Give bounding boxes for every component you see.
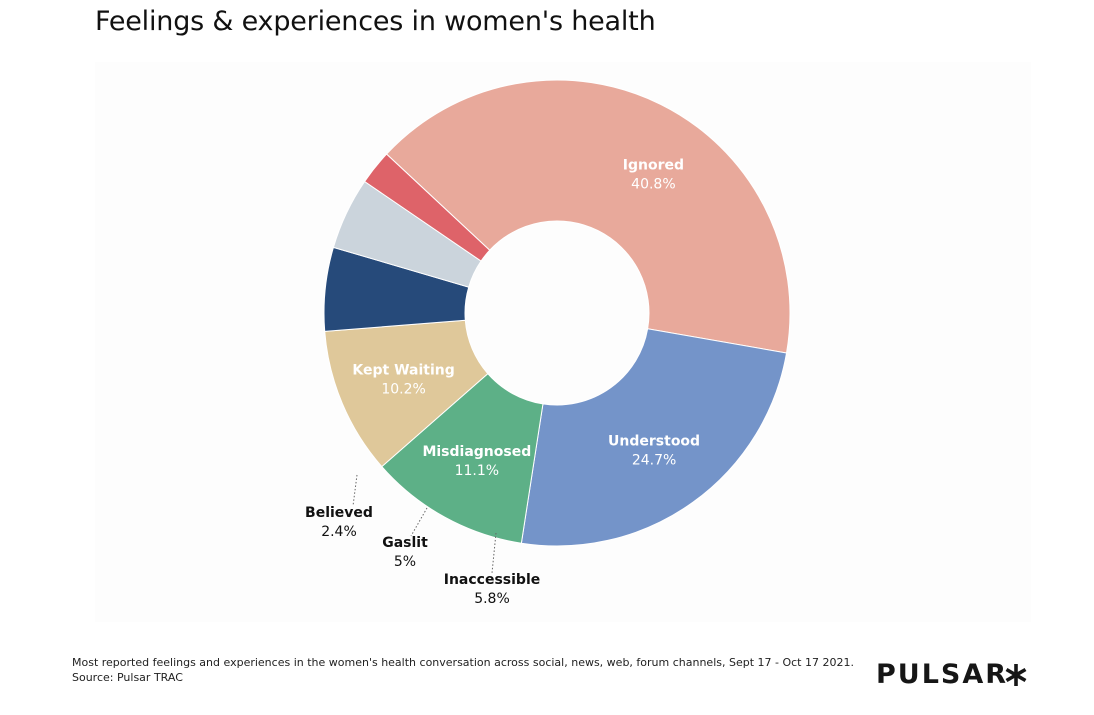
slice-value-misdiagnosed: 11.1% — [455, 463, 499, 479]
slice-value-understood: 24.7% — [632, 452, 676, 468]
slice-label-understood: Understood — [608, 433, 700, 449]
donut-slices — [323, 79, 791, 547]
slice-label-misdiagnosed: Misdiagnosed — [422, 444, 531, 460]
brand-logo-text: PULSAR — [876, 659, 1009, 690]
slice-ignored — [385, 79, 791, 354]
asterisk-icon — [1005, 664, 1027, 686]
slice-label-ignored: Ignored — [623, 157, 684, 173]
slice-label-inaccessible: Inaccessible — [444, 572, 541, 588]
slice-labels: Ignored 40.8% Understood 24.7% Misdiagnosed 1… — [305, 157, 700, 607]
slice-value-gaslit: 5% — [394, 554, 416, 570]
leader-line-inaccessible — [491, 532, 497, 574]
slice-understood — [520, 328, 788, 547]
slice-value-kept-waiting: 10.2% — [381, 382, 425, 398]
slice-label-believed: Believed — [305, 505, 373, 521]
slice-value-ignored: 40.8% — [631, 176, 675, 192]
leader-line-believed — [352, 474, 358, 507]
slice-value-believed: 2.4% — [321, 524, 357, 540]
slice-value-inaccessible: 5.8% — [474, 591, 510, 607]
footnote-description: Most reported feelings and experiences i… — [72, 656, 854, 669]
leader-line-gaslit — [410, 507, 428, 537]
chart-title: Feelings & experiences in women's health — [95, 6, 656, 37]
slice-label-gaslit: Gaslit — [382, 535, 428, 551]
footnote: Most reported feelings and experiences i… — [72, 655, 854, 685]
slice-label-kept-waiting: Kept Waiting — [352, 363, 454, 379]
slice-believed — [363, 153, 491, 262]
footnote-source: Source: Pulsar TRAC — [72, 671, 183, 684]
